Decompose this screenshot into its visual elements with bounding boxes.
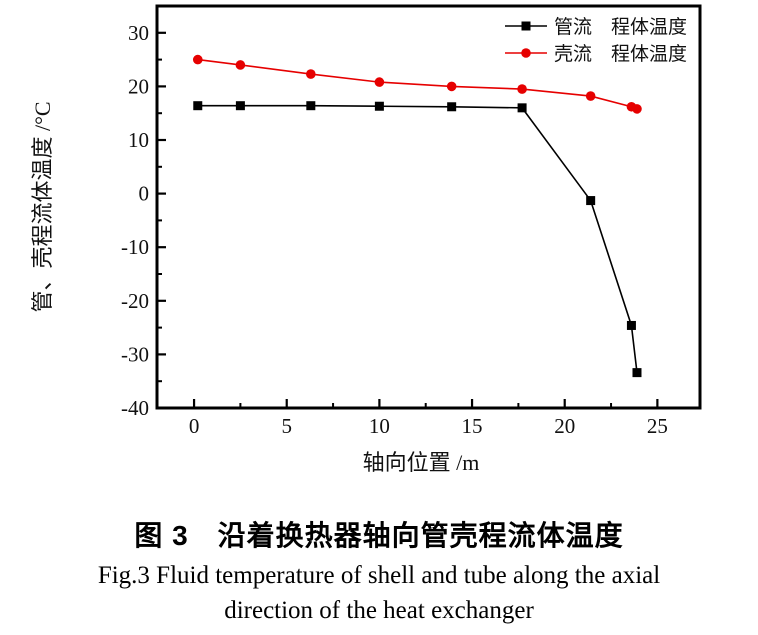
- y-axis-label: 管、壳程流体温度 /°C: [30, 101, 55, 312]
- data-point-square: [586, 196, 596, 206]
- data-point-circle: [374, 77, 385, 87]
- x-tick-label: 25: [647, 414, 668, 438]
- data-point-circle: [517, 84, 527, 94]
- data-point-square: [235, 101, 245, 111]
- data-point-circle: [446, 81, 457, 92]
- figure-caption-zh: 图 3 沿着换热器轴向管壳程流体温度: [134, 520, 624, 551]
- y-tick-label: 0: [139, 182, 150, 206]
- data-point-square: [306, 101, 316, 111]
- figure-caption-en-line1: Fig.3 Fluid temperature of shell and tub…: [97, 562, 661, 589]
- legend-item-shell: 壳流 程体温度: [505, 43, 687, 65]
- legend-marker-square-icon: [521, 21, 531, 31]
- legend: 管流 程体温度 壳流 程体温度: [505, 16, 687, 65]
- y-tick-label: -10: [121, 235, 149, 259]
- legend-label-tube: 管流 程体温度: [554, 16, 687, 38]
- data-point-circle: [192, 54, 203, 65]
- x-tick-label: 15: [462, 414, 483, 438]
- data-point-square: [374, 101, 384, 111]
- y-tick-label: 30: [128, 21, 149, 45]
- y-tick-label: 10: [128, 128, 149, 152]
- data-point-circle: [632, 104, 642, 114]
- x-tick-label: 5: [281, 414, 292, 438]
- legend-marker-circle-icon: [521, 48, 531, 58]
- data-point-square: [632, 368, 642, 378]
- data-point-square: [626, 320, 636, 330]
- series-line-shell: [197, 58, 638, 110]
- data-point-square: [517, 103, 527, 113]
- figure-captions: 图 3 沿着换热器轴向管壳程流体温度 Fig.3 Fluid temperatu…: [0, 514, 758, 628]
- legend-label-shell: 壳流 程体温度: [554, 43, 687, 65]
- data-point-square: [447, 102, 457, 112]
- plot-area: 0 5 10 15 20 25 30 20 10 0 -10 -20 -30 -40: [121, 4, 702, 438]
- series-line-tube: [197, 104, 638, 373]
- y-tick-label: -30: [121, 342, 149, 366]
- y-tick-label: 20: [128, 74, 149, 98]
- x-tick-label: 20: [554, 414, 575, 438]
- plot-frame: [155, 4, 702, 410]
- data-point-circle: [306, 69, 316, 79]
- data-point-circle: [585, 91, 596, 101]
- y-tick-label: -20: [121, 289, 149, 313]
- legend-item-tube: 管流 程体温度: [505, 16, 687, 38]
- figure-caption-en-line2: direction of the heat exchanger: [224, 597, 534, 624]
- y-tick-label: -40: [121, 396, 149, 420]
- data-point-circle: [235, 60, 246, 70]
- data-point-square: [193, 101, 203, 111]
- x-tick-label: 10: [369, 414, 390, 438]
- x-axis-label: 轴向位置 /m: [363, 450, 480, 475]
- temperature-chart: 0 5 10 15 20 25 30 20 10 0 -10 -20 -30 -40 轴向位置 /m 管、…: [30, 4, 702, 475]
- x-tick-label: 0: [189, 414, 200, 438]
